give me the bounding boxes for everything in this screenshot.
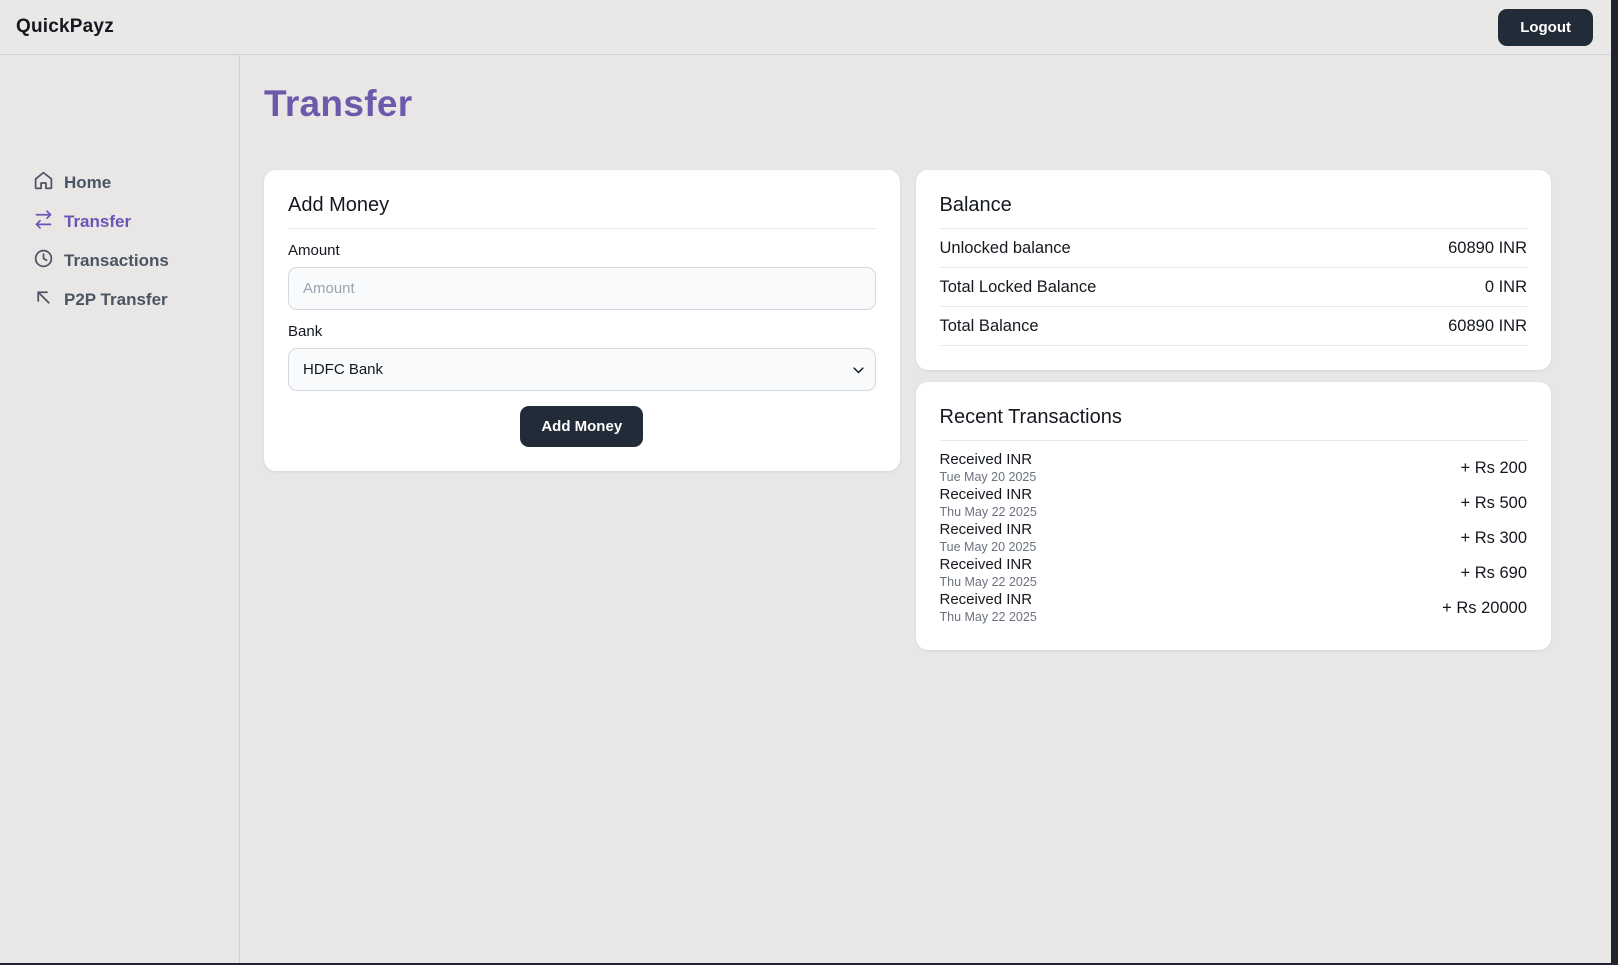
balance-row-value: 60890 INR [1448,239,1527,257]
transaction-row: Received INR Tue May 20 2025 + Rs 300 [940,521,1528,556]
arrow-up-left-icon [33,287,54,313]
balance-row-label: Total Balance [939,317,1039,335]
transaction-name: Received INR [939,451,1033,469]
transaction-amount: + Rs 300 [1460,529,1528,547]
balance-row-label: Total Locked Balance [939,278,1097,296]
recent-transactions-title: Recent Transactions [939,406,1122,428]
logout-button[interactable]: Logout [1498,8,1593,46]
sidebar-item-transactions[interactable]: Transactions [33,248,239,273]
sidebar-item-label: P2P Transfer [64,289,168,309]
balance-row-unlocked: Unlocked balance 60890 INR [939,229,1527,268]
transaction-name: Received INR [939,486,1033,504]
transaction-date: Thu May 22 2025 [939,575,1037,590]
divider [939,440,1527,441]
main-content: Transfer Add Money Amount Bank HDFC Bank [240,55,1611,963]
divider [288,228,876,229]
transaction-row: Received INR Thu May 22 2025 + Rs 500 [940,486,1528,521]
transaction-amount: + Rs 20000 [1442,599,1527,617]
transaction-name: Received INR [939,591,1033,609]
sidebar-item-label: Transfer [64,211,132,231]
transaction-date: Thu May 22 2025 [939,610,1037,625]
add-money-card: Add Money Amount Bank HDFC Bank [264,170,900,471]
clock-icon [33,248,54,274]
add-money-title: Add Money [288,194,390,216]
balance-row-value: 60890 INR [1448,317,1527,335]
transaction-date: Tue May 20 2025 [939,540,1037,555]
balance-card: Balance Unlocked balance 60890 INR Total… [915,170,1551,370]
transaction-name: Received INR [939,556,1033,574]
transaction-row: Received INR Thu May 22 2025 + Rs 690 [940,556,1528,591]
sidebar: Home Transfer Transactions P2P Transfer [0,55,240,963]
sidebar-item-home[interactable]: Home [33,170,239,195]
balance-row-value: 0 INR [1484,278,1527,296]
sidebar-item-label: Home [64,172,112,192]
add-money-button[interactable]: Add Money [520,406,644,447]
sidebar-item-transfer[interactable]: Transfer [33,209,239,234]
transaction-amount: + Rs 690 [1460,564,1528,582]
transaction-name: Received INR [939,521,1033,539]
balance-row-locked: Total Locked Balance 0 INR [939,268,1527,307]
sidebar-item-label: Transactions [64,250,169,270]
balance-row-total: Total Balance 60890 INR [939,307,1527,346]
transfer-icon [33,209,54,235]
transaction-amount: + Rs 500 [1460,494,1528,512]
amount-input[interactable] [288,267,876,310]
transaction-row: Received INR Thu May 22 2025 + Rs 20000 [940,591,1528,626]
brand-title: QuickPayz [16,16,114,37]
page-title: Transfer [264,83,413,124]
transaction-row: Received INR Tue May 20 2025 + Rs 200 [940,451,1528,486]
recent-transactions-card: Recent Transactions Received INR Tue May… [915,382,1551,650]
transaction-date: Tue May 20 2025 [939,470,1037,485]
balance-title: Balance [939,194,1012,216]
transactions-list: Received INR Tue May 20 2025 + Rs 200 Re… [940,441,1528,626]
amount-label: Amount [288,242,340,259]
balance-row-label: Unlocked balance [939,239,1071,257]
home-icon [33,170,54,196]
transaction-amount: + Rs 200 [1460,459,1528,477]
top-bar: QuickPayz Logout [0,0,1611,55]
bank-select[interactable]: HDFC Bank [288,348,876,391]
transaction-date: Thu May 22 2025 [939,505,1037,520]
divider [939,228,1527,229]
sidebar-item-p2p-transfer[interactable]: P2P Transfer [33,287,239,312]
bank-label: Bank [288,323,323,340]
